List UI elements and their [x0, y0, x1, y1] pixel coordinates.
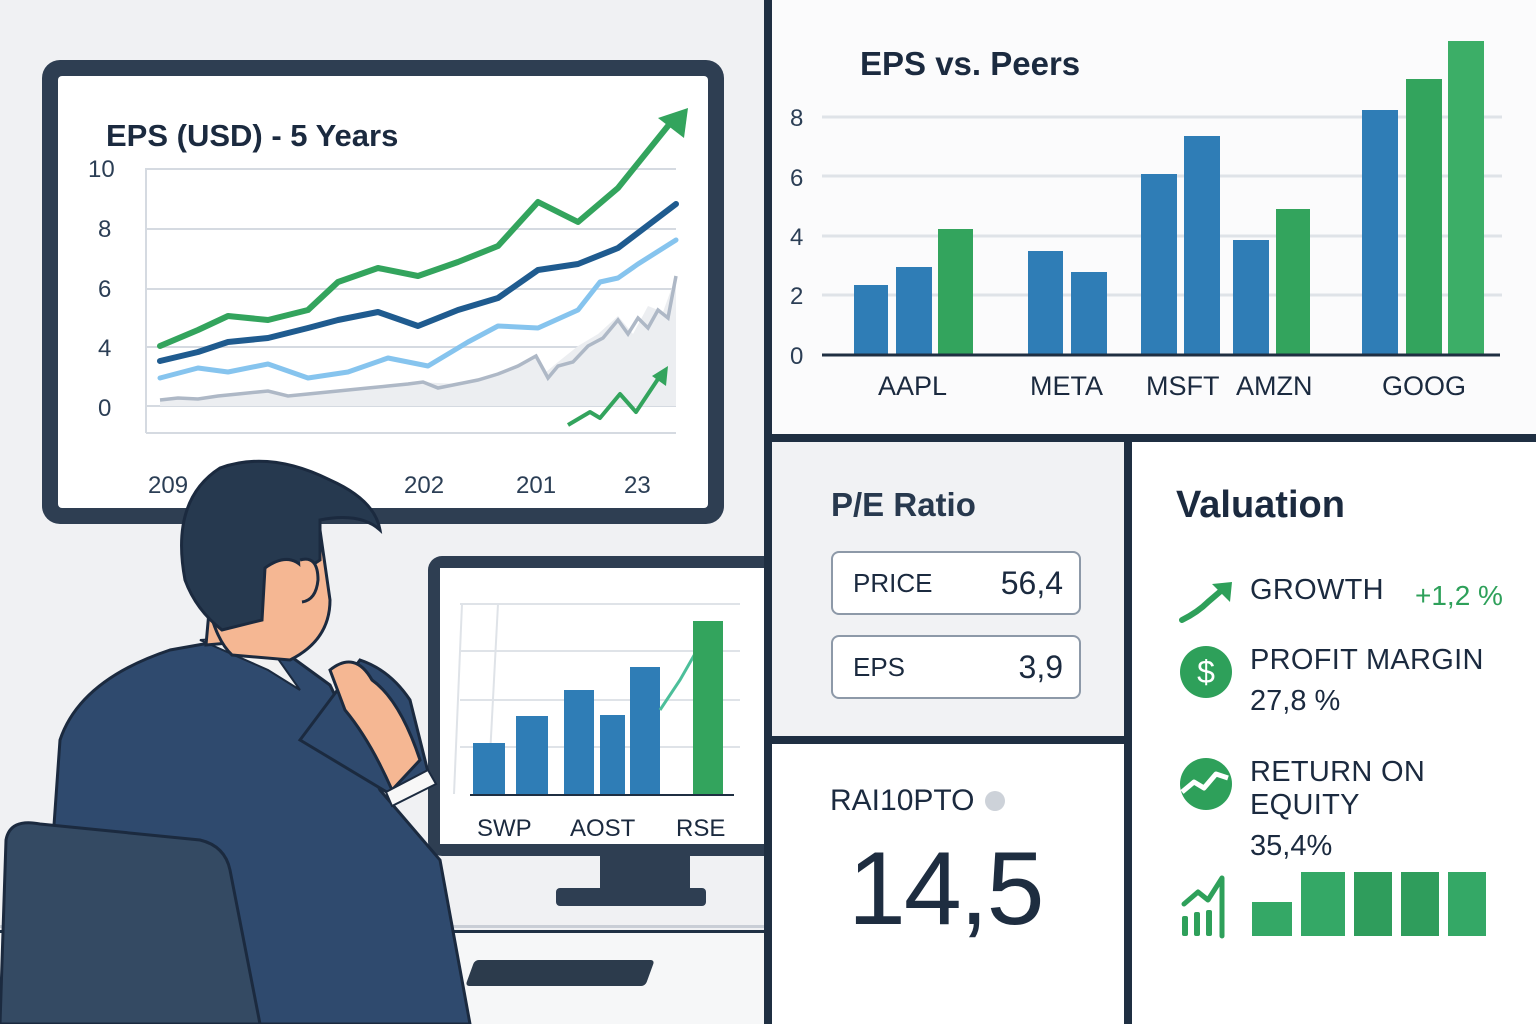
- panel-divider-horizontal-bottom: [772, 736, 1128, 744]
- msft-bars: [1141, 136, 1220, 354]
- ratio-label-text: RAI10PTO: [830, 784, 975, 817]
- pe-ratio-title: P/E Ratio: [831, 486, 976, 523]
- goog-bars: [1362, 41, 1484, 354]
- secondary-monitor-screen: SWP AOST RSE: [440, 568, 768, 844]
- secondary-x-label-3: RSE: [676, 815, 725, 842]
- status-dot-icon: [984, 791, 1005, 811]
- secondary-monitor: SWP AOST RSE: [428, 556, 768, 856]
- main-monitor: EPS (USD) - 5 Years 10 8 6 4 0: [42, 60, 724, 524]
- x-tick-2: 202: [404, 472, 444, 499]
- panel-divider-vertical-right: [1124, 442, 1132, 1024]
- secondary-x-label-2: AOST: [570, 815, 636, 842]
- amzn-bars: [1233, 209, 1310, 354]
- peers-y-tick-2: 2: [790, 283, 803, 310]
- y-tick-10: 10: [88, 156, 115, 183]
- y-tick-4: 4: [98, 335, 111, 362]
- ratio-value: 14,5: [848, 831, 1044, 947]
- meta-bars: [1028, 251, 1107, 354]
- roe-value: 35,4%: [1250, 830, 1333, 862]
- illustration-scene: EPS (USD) - 5 Years 10 8 6 4 0: [0, 60, 768, 1024]
- price-field: PRICE 56,4: [831, 551, 1081, 615]
- y-tick-0: 0: [98, 395, 111, 422]
- panel-divider-horizontal-top: [772, 434, 1536, 442]
- profit-margin-value: 27,8 %: [1250, 685, 1341, 717]
- ticker-meta: META: [1030, 371, 1103, 401]
- ticker-amzn: AMZN: [1236, 371, 1313, 401]
- peers-y-tick-8: 8: [790, 105, 803, 132]
- eps-vs-peers-bar-chart: 8 6 4 2 0 AAPL META MSFT AMZN GOOG: [790, 41, 1502, 401]
- valuation-mini-bars: [1252, 872, 1486, 936]
- secondary-bar-chart: SWP AOST RSE: [453, 603, 740, 842]
- return-on-equity-row: RETURN ON EQUITY 35,4%: [1178, 756, 1536, 863]
- eps-value: 3,9: [1018, 648, 1063, 685]
- peers-y-tick-6: 6: [790, 165, 803, 192]
- y-tick-6: 6: [98, 276, 111, 303]
- bar-chart-growth-icon: [1181, 875, 1225, 939]
- ratio-panel: [772, 744, 1124, 1024]
- price-label: PRICE: [853, 567, 933, 598]
- panel-divider-vertical: [764, 0, 772, 1024]
- eps-history-title: EPS (USD) - 5 Years: [106, 118, 399, 153]
- eps-field: EPS 3,9: [831, 635, 1081, 699]
- ticker-aapl: AAPL: [878, 371, 947, 401]
- svg-text:$: $: [1197, 654, 1215, 690]
- monitor-stand-base: [556, 888, 706, 906]
- profit-margin-row: $ PROFIT MARGIN 27,8 %: [1178, 644, 1484, 718]
- dollar-circle-icon: $: [1178, 644, 1234, 700]
- y-tick-8: 8: [98, 216, 111, 243]
- eps-label: EPS: [853, 651, 906, 682]
- growth-row: GROWTH: [1178, 574, 1384, 630]
- price-value: 56,4: [1000, 564, 1063, 601]
- growth-label: GROWTH: [1250, 574, 1384, 606]
- profit-margin-label: PROFIT MARGIN: [1250, 644, 1484, 676]
- main-monitor-screen: EPS (USD) - 5 Years 10 8 6 4 0: [58, 76, 708, 508]
- x-tick-1: 209: [148, 472, 188, 499]
- secondary-x-label-1: SWP: [477, 815, 532, 842]
- mini-bar-2: [1301, 872, 1345, 936]
- mini-bar-3: [1354, 872, 1392, 936]
- ratio-label: RAI10PTO: [830, 784, 1005, 818]
- eps-vs-peers-title: EPS vs. Peers: [860, 45, 1081, 82]
- eps-history-line-chart: 10 8 6 4 0: [88, 108, 688, 499]
- analyst-person-illustration: [0, 459, 472, 1024]
- mini-bar-4: [1401, 872, 1439, 936]
- growth-arrowhead-icon: [658, 108, 688, 138]
- mini-bar-5: [1448, 872, 1486, 936]
- valuation-title: Valuation: [1176, 484, 1345, 526]
- mini-bar-1: [1252, 902, 1292, 936]
- peers-y-tick-4: 4: [790, 224, 803, 251]
- x-tick-3: 201: [516, 472, 556, 499]
- ticker-msft: MSFT: [1146, 371, 1220, 401]
- peers-y-tick-0: 0: [790, 343, 803, 370]
- growth-value: +1,2 %: [1415, 580, 1503, 611]
- aapl-bars: [854, 229, 973, 354]
- roe-label: RETURN ON EQUITY: [1250, 756, 1426, 821]
- trend-up-arrow-icon: [1178, 574, 1234, 630]
- chart-trend-circle-icon: [1178, 756, 1234, 812]
- x-tick-4: 23: [624, 472, 651, 499]
- trend-up-arrow-icon: [566, 366, 668, 427]
- ticker-goog: GOOG: [1382, 371, 1466, 401]
